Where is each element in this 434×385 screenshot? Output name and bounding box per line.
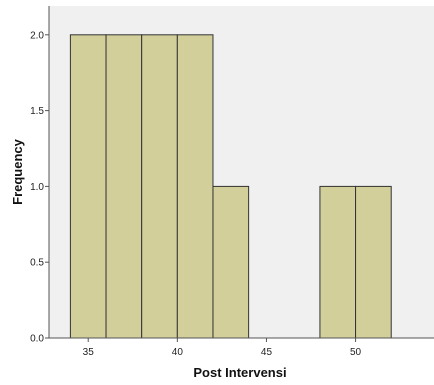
histogram-bar-5 (212, 185, 250, 339)
histogram-bar-1 (69, 34, 107, 339)
x-tick-label: 45 (261, 347, 273, 358)
bars-group (69, 34, 392, 339)
x-ticks-group: 35 40 45 50 (83, 338, 362, 358)
y-ticks-group: 0.0 0.5 1.0 1.5 2.0 (30, 30, 49, 345)
y-axis-title: Frequency (10, 138, 25, 205)
x-tick-label: 35 (83, 347, 95, 358)
y-tick-label: 1.0 (30, 182, 44, 193)
x-tick-label: 50 (350, 347, 362, 358)
histogram-bar-6 (319, 185, 357, 339)
y-tick-label: 0.0 (30, 334, 44, 345)
x-tick-label: 40 (172, 347, 184, 358)
histogram-bar-3 (141, 34, 178, 339)
x-axis-title: Post Intervensi (193, 365, 286, 380)
y-tick-label: 0.5 (30, 258, 44, 269)
y-tick-label: 1.5 (30, 106, 44, 117)
histogram-bar-2 (105, 34, 143, 339)
histogram-bar-7 (355, 185, 392, 339)
y-tick-label: 2.0 (30, 30, 44, 41)
histogram-bar-4 (176, 34, 214, 339)
